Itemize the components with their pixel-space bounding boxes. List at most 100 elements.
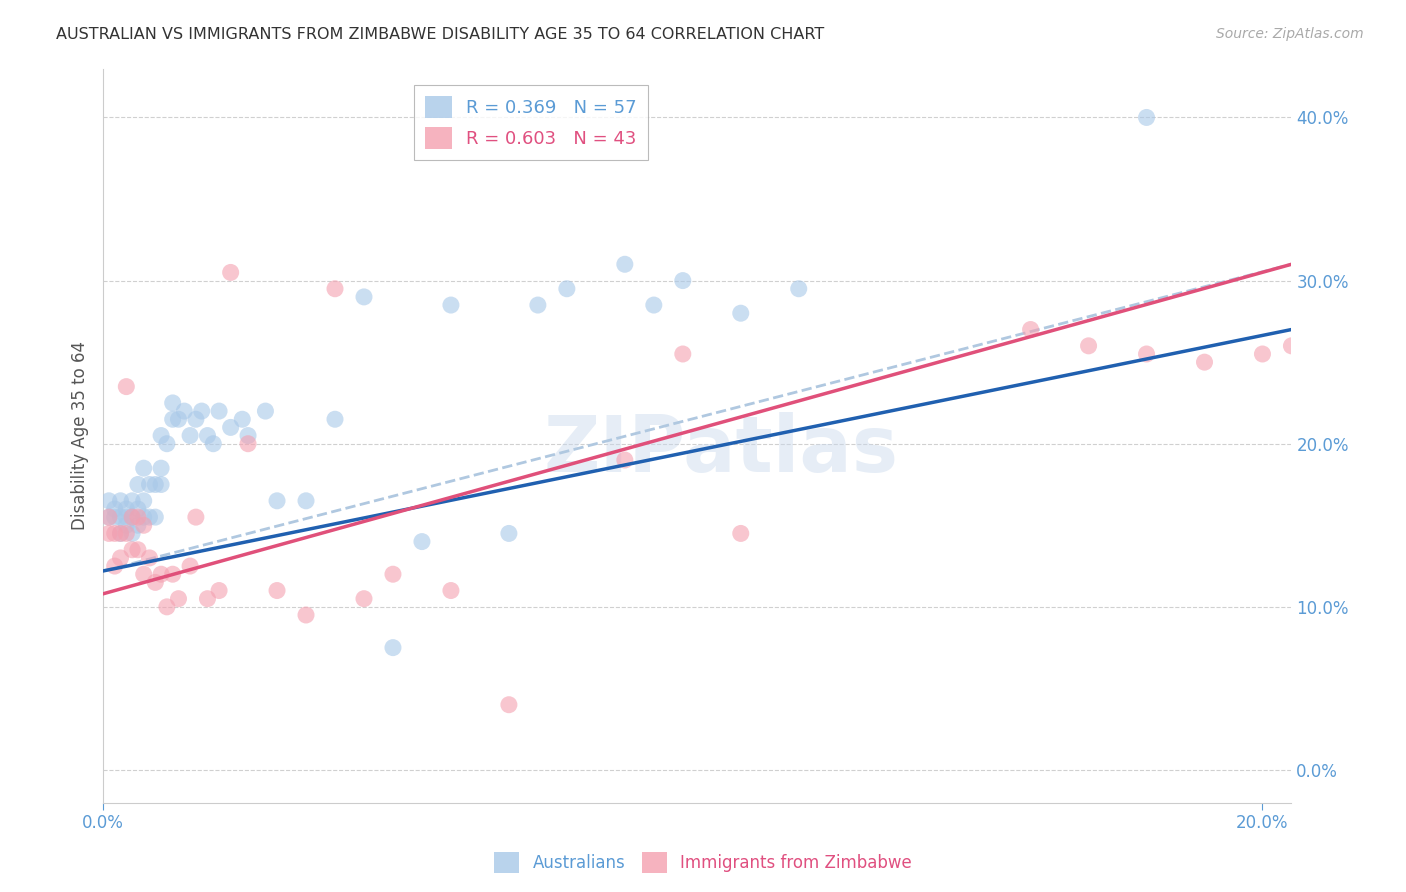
Point <box>1309 331 1331 345</box>
Text: ZIPatlas: ZIPatlas <box>544 412 898 488</box>
Text: Source: ZipAtlas.com: Source: ZipAtlas.com <box>1216 27 1364 41</box>
Point <box>127 502 149 516</box>
Point <box>150 461 173 475</box>
Point <box>110 550 132 565</box>
Point <box>97 493 120 508</box>
Point <box>121 493 143 508</box>
Point <box>115 518 138 533</box>
Point <box>613 453 636 467</box>
Point <box>97 510 120 524</box>
Point <box>138 550 160 565</box>
Point <box>1251 347 1274 361</box>
Point <box>440 298 463 312</box>
Y-axis label: Disability Age 35 to 64: Disability Age 35 to 64 <box>72 341 89 530</box>
Point <box>132 518 155 533</box>
Point <box>730 306 752 320</box>
Point <box>132 567 155 582</box>
Point <box>132 510 155 524</box>
Point <box>127 518 149 533</box>
Point <box>295 607 318 622</box>
Point <box>179 559 201 574</box>
Point <box>254 404 277 418</box>
Point <box>1281 339 1303 353</box>
Point <box>138 510 160 524</box>
Point <box>132 493 155 508</box>
Point <box>143 575 166 590</box>
Point <box>323 282 346 296</box>
Point <box>1135 111 1157 125</box>
Point <box>1019 322 1042 336</box>
Point <box>613 257 636 271</box>
Point <box>381 640 404 655</box>
Point <box>353 591 375 606</box>
Point <box>672 347 695 361</box>
Point <box>184 412 207 426</box>
Point <box>110 526 132 541</box>
Point <box>295 493 318 508</box>
Point <box>353 290 375 304</box>
Point <box>97 526 120 541</box>
Point <box>236 428 259 442</box>
Point <box>411 534 433 549</box>
Point <box>97 510 120 524</box>
Point <box>440 583 463 598</box>
Point <box>121 510 143 524</box>
Point <box>197 428 219 442</box>
Point <box>143 477 166 491</box>
Point <box>197 591 219 606</box>
Point <box>202 436 225 450</box>
Point <box>150 477 173 491</box>
Point <box>179 428 201 442</box>
Point <box>498 526 520 541</box>
Point <box>730 526 752 541</box>
Point <box>498 698 520 712</box>
Point <box>127 510 149 524</box>
Point <box>236 436 259 450</box>
Point <box>115 510 138 524</box>
Point <box>1077 339 1099 353</box>
Point <box>219 265 242 279</box>
Point <box>323 412 346 426</box>
Point <box>381 567 404 582</box>
Point <box>787 282 810 296</box>
Point <box>208 404 231 418</box>
Point <box>127 477 149 491</box>
Point <box>150 428 173 442</box>
Point <box>167 591 190 606</box>
Legend: R = 0.369   N = 57, R = 0.603   N = 43: R = 0.369 N = 57, R = 0.603 N = 43 <box>413 85 648 160</box>
Point <box>115 526 138 541</box>
Point <box>162 567 184 582</box>
Point <box>156 599 179 614</box>
Point <box>104 526 127 541</box>
Point <box>138 477 160 491</box>
Point <box>1135 347 1157 361</box>
Point <box>190 404 212 418</box>
Point <box>162 412 184 426</box>
Point <box>173 404 195 418</box>
Point <box>1194 355 1216 369</box>
Point <box>127 542 149 557</box>
Point <box>121 510 143 524</box>
Point <box>104 502 127 516</box>
Point <box>167 412 190 426</box>
Point <box>150 567 173 582</box>
Point <box>231 412 253 426</box>
Point <box>132 461 155 475</box>
Point <box>104 559 127 574</box>
Point <box>672 274 695 288</box>
Point <box>143 510 166 524</box>
Point <box>115 502 138 516</box>
Text: AUSTRALIAN VS IMMIGRANTS FROM ZIMBABWE DISABILITY AGE 35 TO 64 CORRELATION CHART: AUSTRALIAN VS IMMIGRANTS FROM ZIMBABWE D… <box>56 27 824 42</box>
Point <box>266 493 288 508</box>
Point <box>121 542 143 557</box>
Point <box>121 526 143 541</box>
Point <box>110 493 132 508</box>
Point <box>555 282 578 296</box>
Point <box>162 396 184 410</box>
Point <box>266 583 288 598</box>
Point <box>115 379 138 393</box>
Point <box>184 510 207 524</box>
Legend: Australians, Immigrants from Zimbabwe: Australians, Immigrants from Zimbabwe <box>488 846 918 880</box>
Point <box>643 298 665 312</box>
Point <box>110 526 132 541</box>
